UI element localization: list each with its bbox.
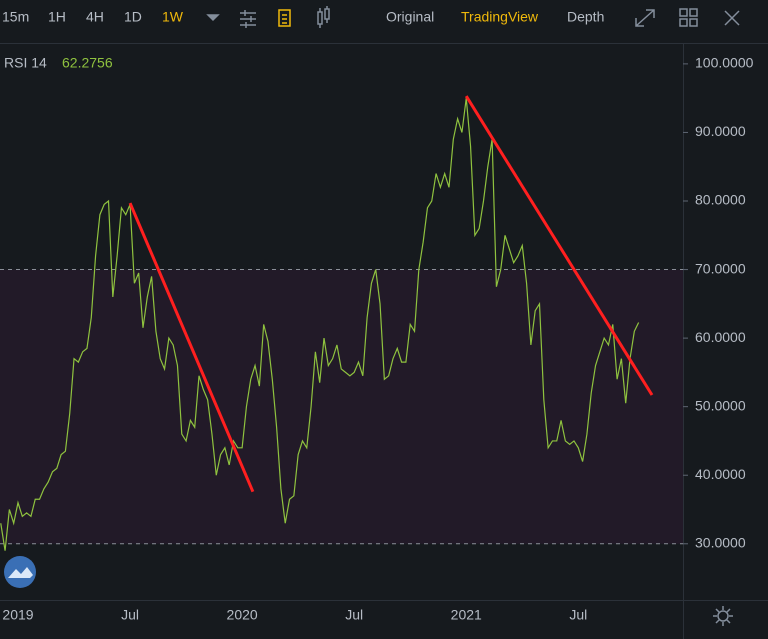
- interval-button[interactable]: 15m: [2, 9, 29, 25]
- x-tick-label: 2021: [451, 607, 482, 623]
- layout-icon[interactable]: [679, 8, 698, 27]
- logo: [4, 556, 36, 588]
- y-tick-label: 90.0000: [695, 123, 746, 139]
- y-tick-label: 80.0000: [695, 192, 746, 208]
- x-tick-label: Jul: [569, 607, 587, 623]
- trend-line: [128, 202, 255, 493]
- rsi-line: [0, 98, 640, 551]
- view-button[interactable]: Original: [386, 9, 434, 25]
- indicator-icon[interactable]: [278, 9, 291, 27]
- y-tick-label: 70.0000: [695, 260, 746, 276]
- rsi-band: [0, 269, 683, 544]
- y-tick-label: 100.0000: [695, 55, 754, 71]
- y-tick-label: 40.0000: [695, 466, 746, 482]
- view-button[interactable]: Depth: [567, 9, 604, 25]
- interval-button[interactable]: 4H: [86, 9, 104, 25]
- y-tick-label: 50.0000: [695, 397, 746, 413]
- interval-button[interactable]: 1W: [162, 9, 184, 25]
- interval-button[interactable]: 1H: [48, 9, 66, 25]
- settings-gear[interactable]: [713, 606, 733, 626]
- toolbar: 15m 1H 4H 1D 1W Original TradingView Depth: [2, 9, 604, 25]
- x-tick-label: Jul: [345, 607, 363, 623]
- logo-circle: [4, 556, 36, 588]
- settings-icon[interactable]: [240, 10, 256, 28]
- candle-icon[interactable]: [317, 6, 330, 28]
- x-tick-label: 2019: [2, 607, 33, 623]
- trend-line: [464, 95, 654, 396]
- view-button[interactable]: TradingView: [461, 9, 539, 25]
- x-tick-label: 2020: [227, 607, 258, 623]
- indicator-icon-lines: [282, 14, 287, 24]
- close-icon[interactable]: [724, 10, 740, 26]
- x-tick-label: Jul: [121, 607, 139, 623]
- logo-mark: [8, 567, 33, 578]
- dropdown-icon[interactable]: [206, 14, 220, 22]
- toolbar-icons: [206, 6, 740, 28]
- expand-icon[interactable]: [635, 9, 655, 27]
- indicator-value: 62.2756: [62, 55, 113, 71]
- y-tick-label: 60.0000: [695, 329, 746, 345]
- indicator-name: RSI 14: [4, 55, 47, 71]
- y-tick-label: 30.0000: [695, 534, 746, 550]
- interval-button[interactable]: 1D: [124, 9, 142, 25]
